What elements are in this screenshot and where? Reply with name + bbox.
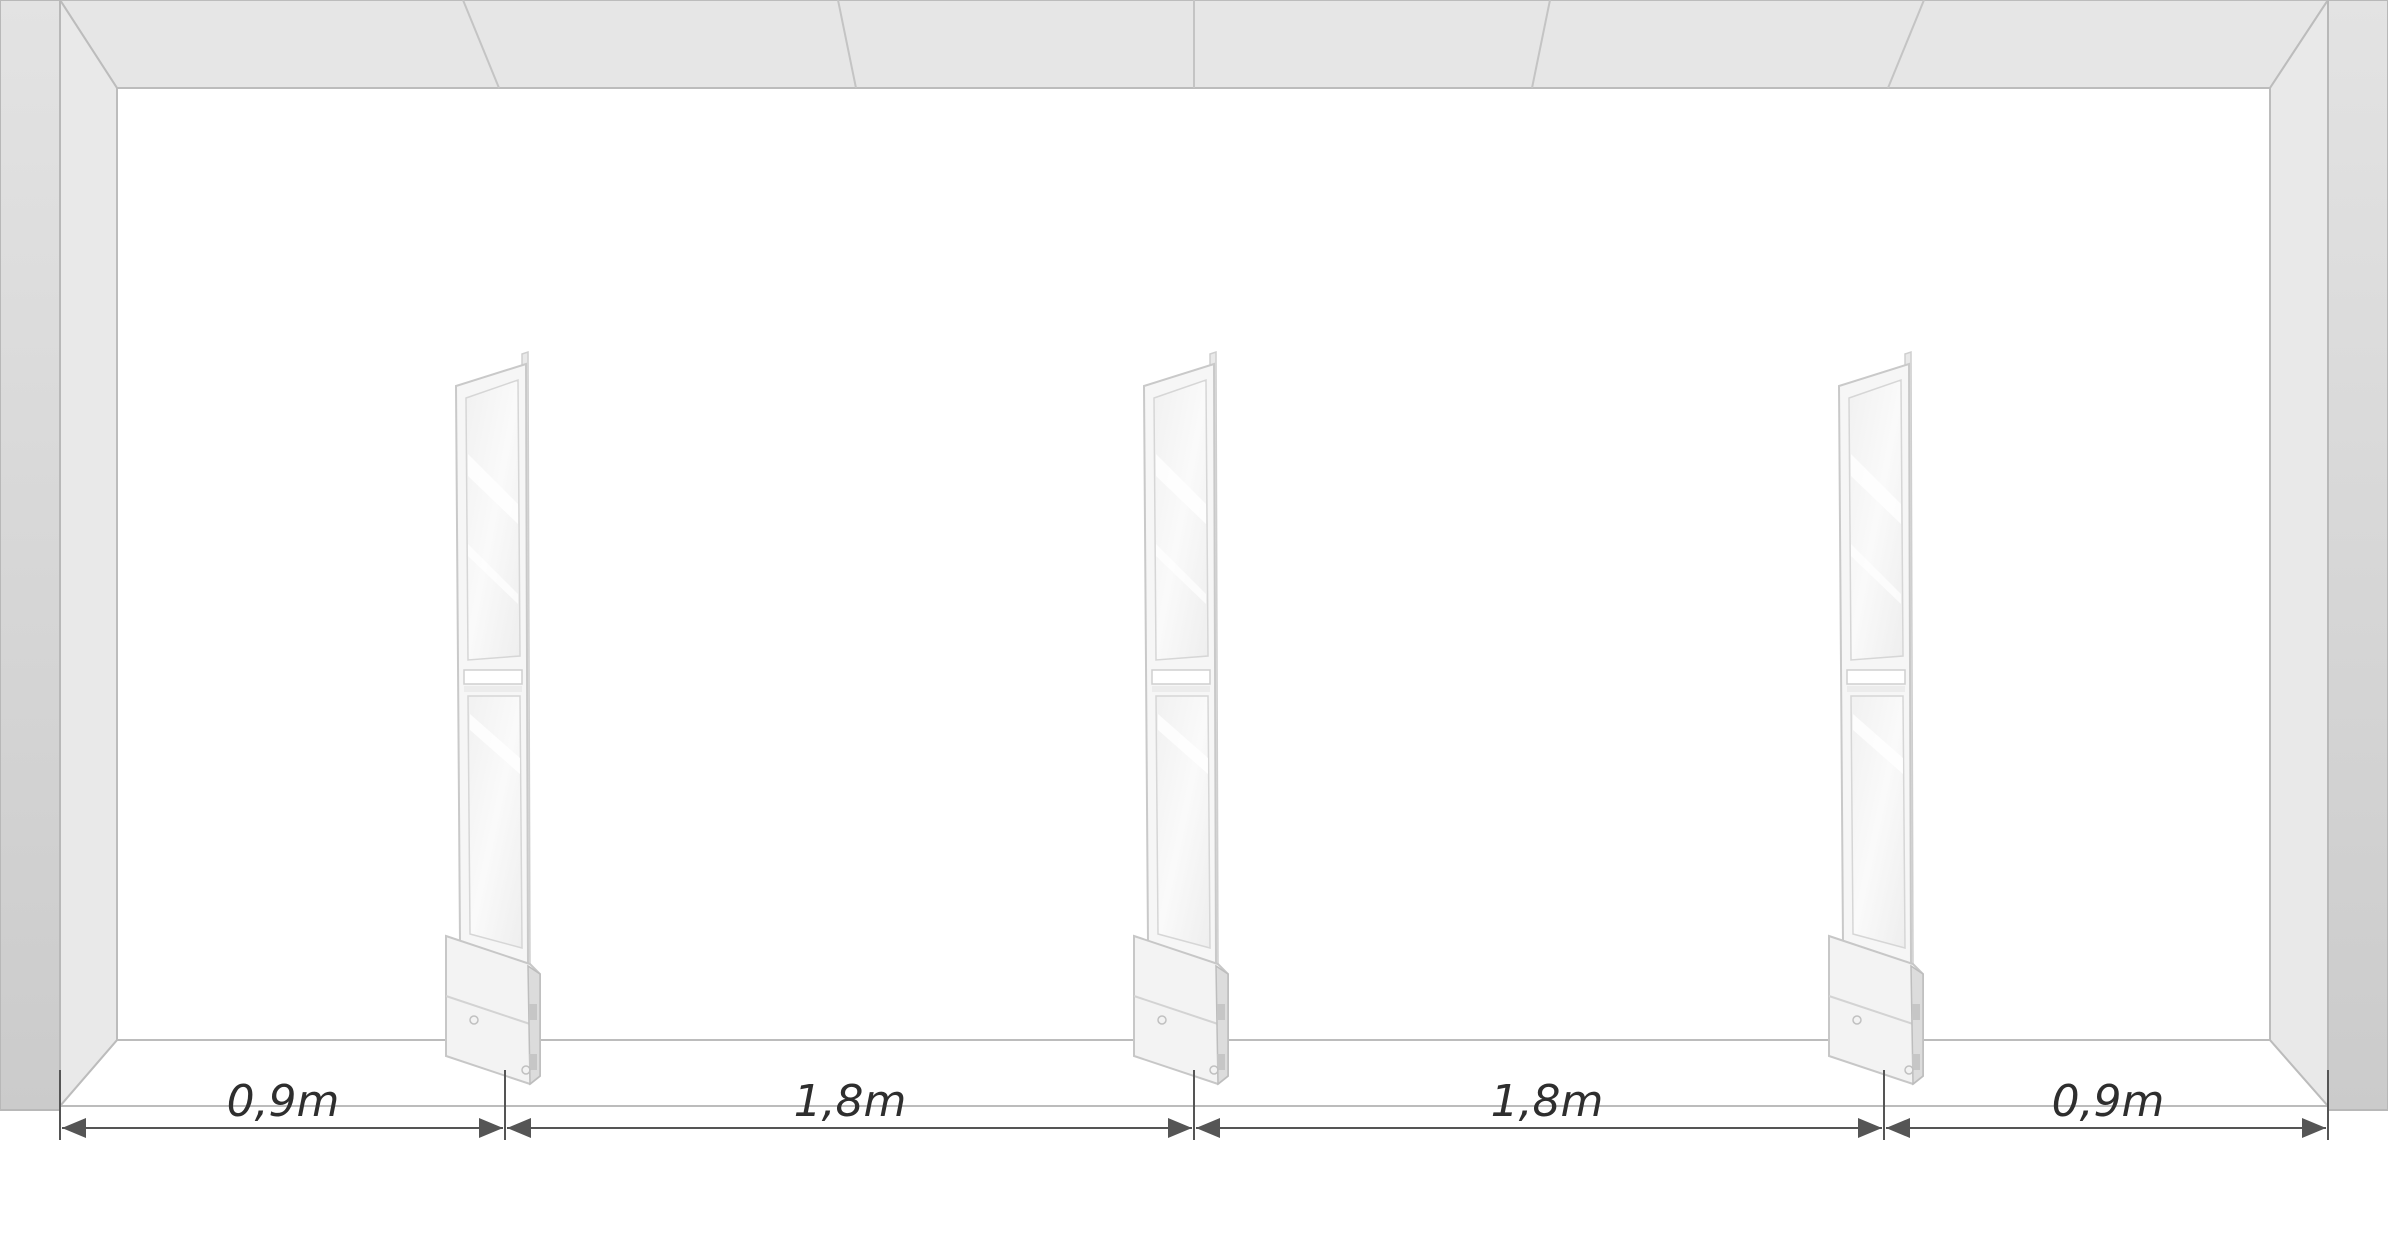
ceiling-seams — [462, 0, 1925, 89]
dimension-label: 1,8m — [1491, 1076, 1604, 1127]
security-gate — [1828, 351, 1924, 1085]
dimension-label: 0,9m — [227, 1076, 340, 1127]
right-outer-wall — [2327, 0, 2388, 1111]
security-gate — [1133, 351, 1229, 1085]
left-outer-wall — [0, 0, 61, 1111]
security-gate — [445, 351, 541, 1085]
right-wall-reveal — [2269, 0, 2329, 1109]
dimension-labels: 0,9m 1,8m 1,8m 0,9m — [227, 1076, 2165, 1127]
dimension-label: 0,9m — [2052, 1076, 2165, 1127]
dimension-label: 1,8m — [794, 1076, 907, 1127]
left-wall-reveal — [59, 0, 118, 1109]
dimensions — [59, 1070, 2329, 1140]
